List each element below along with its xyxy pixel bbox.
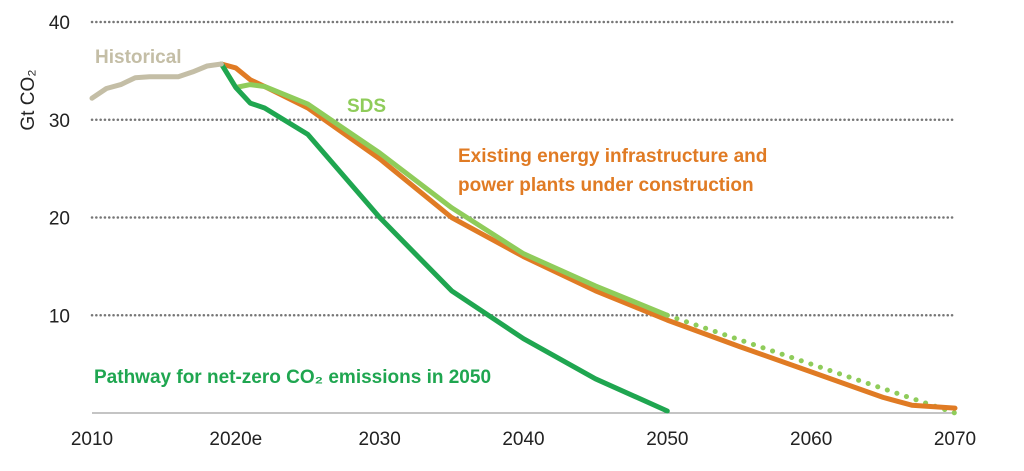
annotation-existing-line2: power plants under construction — [458, 175, 754, 196]
y-tick-label: 10 — [49, 306, 70, 327]
y-tick-labels: 10 20 30 40 — [49, 13, 70, 327]
x-tick-labels: 2010 2020e 2030 2040 2050 2060 2070 — [71, 429, 976, 450]
series-line-sds — [218, 61, 670, 318]
series-line-sds-dotted — [664, 312, 958, 416]
x-tick-label: 2050 — [646, 429, 688, 450]
x-tick-label: 2040 — [502, 429, 544, 450]
annotation-net-zero: Pathway for net-zero CO₂ emissions in 20… — [94, 367, 491, 388]
series-line-historical — [89, 61, 224, 101]
gridlines — [90, 20, 955, 317]
series-lines — [89, 61, 958, 416]
x-tick-label: 2020e — [209, 429, 262, 450]
annotation-sds: SDS — [347, 96, 386, 117]
series-line-existing-energy-infrastructure-and-power-plants-under-construction — [218, 61, 958, 411]
series-line-pathway-for-net-zero-co-emissions-in-2050 — [218, 61, 670, 414]
x-tick-label: 2030 — [359, 429, 401, 450]
y-axis-label: Gt CO₂ — [18, 69, 39, 130]
annotation-existing-line1: Existing energy infrastructure and — [458, 146, 767, 167]
x-tick-label: 2010 — [71, 429, 113, 450]
y-tick-label: 20 — [49, 209, 70, 230]
y-tick-label: 40 — [49, 13, 70, 34]
x-tick-label: 2060 — [790, 429, 832, 450]
y-tick-label: 30 — [49, 111, 70, 132]
x-tick-label: 2070 — [934, 429, 976, 450]
annotation-historical: Historical — [95, 47, 182, 68]
